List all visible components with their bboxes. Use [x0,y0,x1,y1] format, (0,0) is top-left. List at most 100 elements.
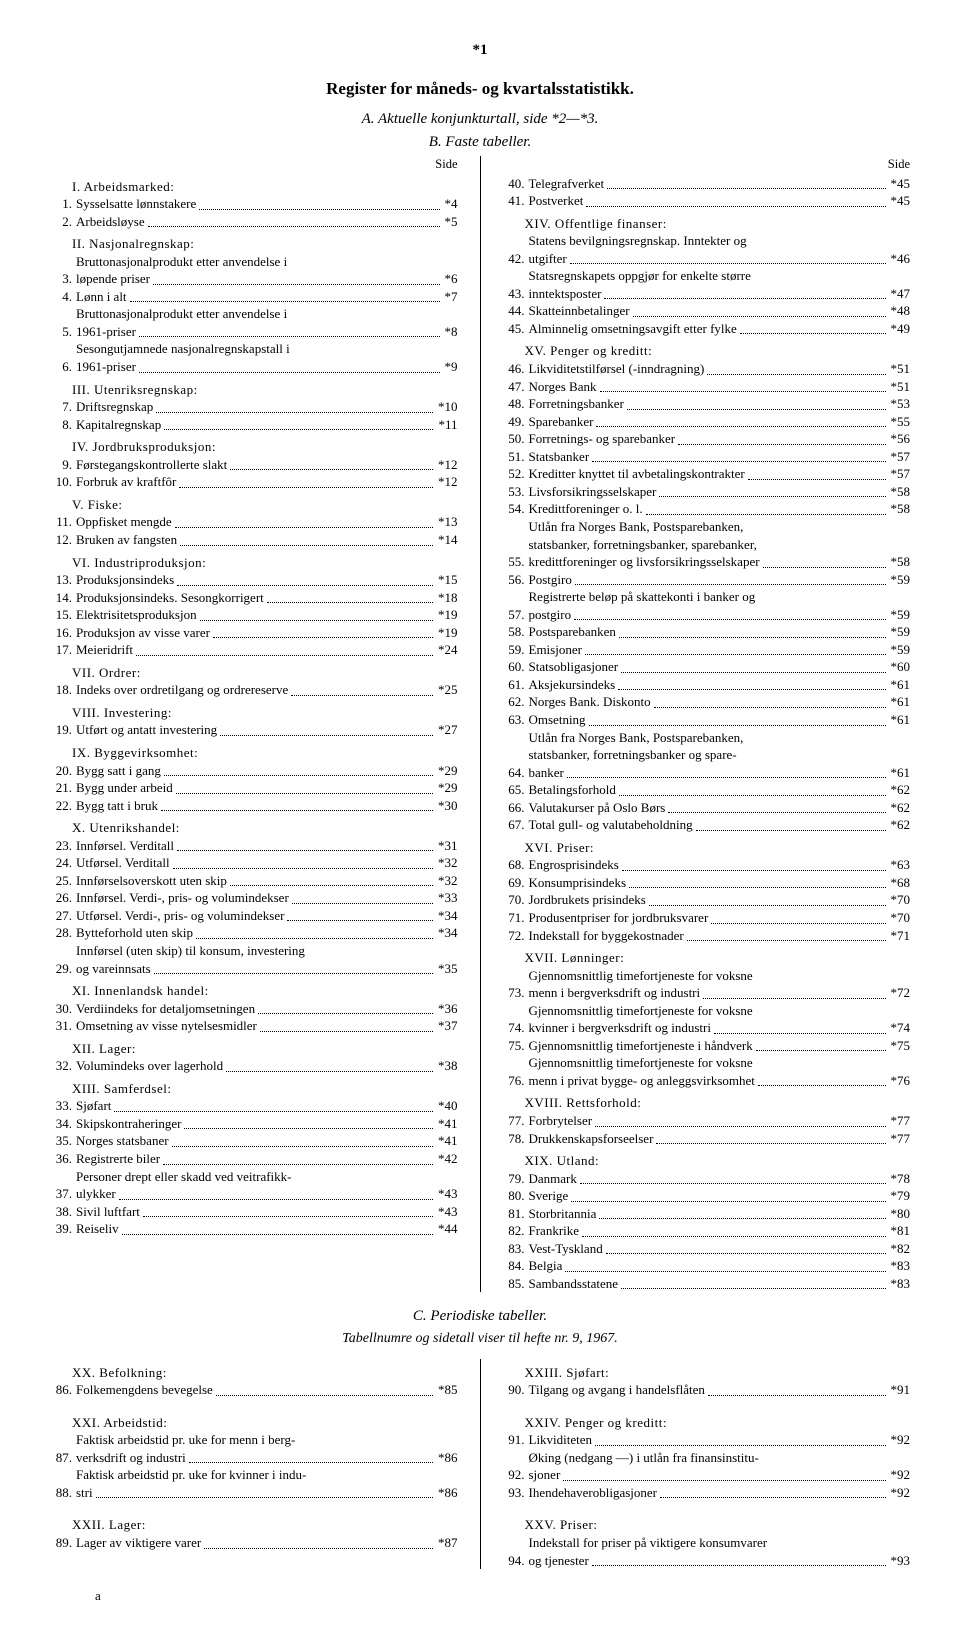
toc-entry: 6.Sesongutjamnede nasjonalregnskapstall … [50,340,458,375]
toc-entry: 64.Utlån fra Norges Bank, Postsparebanke… [503,729,911,782]
leader-dots [654,706,886,708]
c-column-divider [480,1359,481,1569]
entry-page: *87 [436,1534,458,1552]
entry-page: *45 [889,192,911,210]
entry-page: *33 [436,889,458,907]
toc-entry: 85.Sambandsstatene*83 [503,1275,911,1293]
entry-number: 54. [503,500,529,518]
leader-dots [660,1496,885,1498]
entry-page: *60 [889,658,911,676]
entry-page: *49 [889,320,911,338]
leader-dots [740,332,886,334]
entry-number: 79. [503,1170,529,1188]
entry-page: *27 [436,721,458,739]
entry-label: Meieridrift [76,641,133,659]
leader-dots [758,1084,886,1086]
entry-label: Valutakurser på Oslo Børs [529,799,666,817]
entry-label: Folkemengdens bevegelse [76,1381,213,1399]
entry-label: Verdiindeks for detaljomsetningen [76,1000,255,1018]
group-heading: XV. Penger og kreditt: [503,342,911,360]
entry-number: 28. [50,924,76,942]
entry-page: *30 [436,797,458,815]
entry-label: Statsregnskapets oppgjør for enkelte stø… [529,267,911,285]
entry-number: 88. [50,1484,76,1502]
entry-page: *41 [436,1132,458,1150]
entry-page: *59 [889,641,911,659]
leader-dots [260,1030,433,1032]
leader-dots [585,653,886,655]
entry-number: 10. [50,473,76,491]
side-header-left: Side [50,156,458,173]
toc-entry: 82.Frankrike*81 [503,1222,911,1240]
side-header-right: Side [503,156,911,173]
toc-entry: 39.Reiseliv*44 [50,1220,458,1238]
entry-number: 11. [50,513,76,531]
entry-page: *32 [436,872,458,890]
entry-label: Gjennomsnittlig timefortjeneste for voks… [529,967,911,985]
entry-page: *29 [436,762,458,780]
group-heading: IX. Byggevirksomhet: [50,744,458,762]
leader-dots [621,1287,885,1289]
entry-label: Utførsel. Verdi-, pris- og volumindekser [76,907,284,925]
spacer [50,1399,458,1409]
entry-page: *59 [889,606,911,624]
entry-page: *56 [889,430,911,448]
entry-label: Vest-Tyskland [529,1240,603,1258]
entry-label: Sysselsatte lønnstakere [76,195,196,213]
leader-dots [592,1564,886,1566]
entry-label: Statsobligasjoner [529,658,619,676]
entry-number: 12. [50,531,76,549]
entry-number: 31. [50,1017,76,1035]
entry-page: *15 [436,571,458,589]
entry-number: 61. [503,676,529,694]
entry-label: Registrerte beløp på skattekonti i banke… [529,588,911,606]
entry-number: 15. [50,606,76,624]
entry-label: Telegrafverket [529,175,605,193]
toc-entry: 44.Skatteinnbetalinger*48 [503,302,911,320]
leader-dots [200,619,433,621]
leader-dots [619,636,886,638]
toc-entry: 33.Sjøfart*40 [50,1097,458,1115]
entry-number: 39. [50,1220,76,1238]
leader-dots [204,1547,433,1549]
leader-dots [622,869,886,871]
entry-page: *4 [443,195,458,213]
entry-label: Statsbanker [529,448,590,466]
entry-number: 9. [50,456,76,474]
toc-entry: 34.Skipskontraheringer*41 [50,1115,458,1133]
leader-dots [574,618,885,620]
entry-number: 53. [503,483,529,501]
entry-label: Frankrike [529,1222,580,1240]
entry-label: Bruttonasjonalprodukt etter anvendelse i [76,305,458,323]
toc-entry: 65.Betalingsforhold*62 [503,781,911,799]
leader-dots [153,283,439,285]
toc-entry: 12.Bruken av fangsten*14 [50,531,458,549]
entry-number: 6. [50,358,76,376]
entry-label: Konsumprisindeks [529,874,627,892]
leader-dots [130,300,440,302]
entry-label: Sverige [529,1187,569,1205]
toc-entry: 71.Produsentpriser for jordbruksvarer*70 [503,909,911,927]
entry-number: 83. [503,1240,529,1258]
entry-page: *5 [443,213,458,231]
entry-label-cont: menn i bergverksdrift og industri [529,984,701,1002]
leader-dots [226,1070,433,1072]
entry-page: *86 [436,1484,458,1502]
entry-label-cont: stri [76,1484,93,1502]
leader-dots [175,526,433,528]
entry-page: *92 [889,1431,911,1449]
toc-entry: 59.Emisjoner*59 [503,641,911,659]
leader-dots [184,1127,433,1129]
toc-entry: 9.Førstegangskontrollerte slakt*12 [50,456,458,474]
leader-dots [646,513,886,515]
toc-entry: 18.Indeks over ordretilgang og ordrerese… [50,681,458,699]
entry-number: 43. [503,285,529,303]
leader-dots [172,1145,433,1147]
entry-label: Utførsel. Verditall [76,854,170,872]
entry-label-cont: verksdrift og industri [76,1449,186,1467]
entry-label: Oppfisket mengde [76,513,172,531]
entry-label-cont: banker [529,764,564,782]
entry-page: *71 [889,927,911,945]
entry-label-cont: kvinner i bergverksdrift og industri [529,1019,711,1037]
leader-dots [633,315,886,317]
